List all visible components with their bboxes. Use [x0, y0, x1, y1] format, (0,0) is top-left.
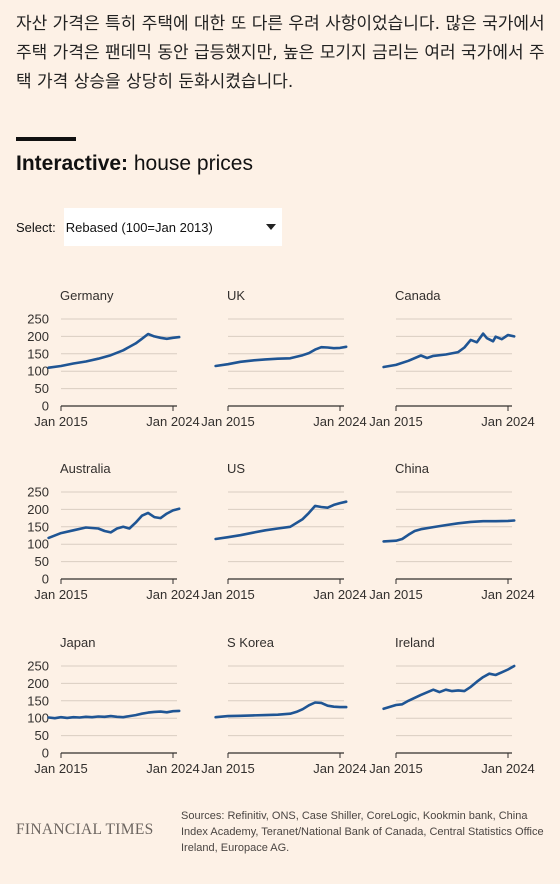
- series-line-ireland: [382, 664, 516, 711]
- x-tick-label: Jan 2024: [481, 587, 535, 602]
- x-tick-label: Jan 2015: [369, 587, 423, 602]
- series-line-canada: [382, 332, 516, 369]
- chart-title: Canada: [395, 288, 441, 303]
- chart-uk: UK Jan 2015 Jan 2024: [201, 288, 367, 429]
- y-tick-label: 250: [27, 659, 49, 674]
- y-tick-label: 200: [27, 676, 49, 691]
- y-tick-label: 200: [27, 329, 49, 344]
- x-tick-label: Jan 2024: [146, 587, 200, 602]
- chart-germany: Germany 0 50 100 150 200 250 Jan 2015 Jan 2024: [27, 288, 199, 429]
- x-tick-label: Jan 2024: [146, 414, 200, 429]
- y-tick-label: 100: [27, 537, 49, 552]
- y-tick-label: 50: [35, 728, 49, 743]
- chart-title: Australia: [60, 461, 111, 476]
- chart-heading: Interactive: house prices: [16, 152, 253, 176]
- chart-title: S Korea: [227, 635, 275, 650]
- x-tick-label: Jan 2024: [313, 414, 367, 429]
- heading-rule: [16, 137, 76, 141]
- x-tick-label: Jan 2024: [313, 761, 367, 776]
- intro-paragraph: 자산 가격은 특히 주택에 대한 또 다른 우려 사항이었습니다. 많은 국가에…: [16, 14, 545, 92]
- chart-australia: Australia 0 50 100 150 200 250 Jan 2015 Jan 2024: [27, 461, 199, 602]
- chart-ireland: Ireland Jan 2015 Jan 2024: [369, 635, 535, 776]
- sources-text: Sources: Refinitiv, ONS, Case Shiller, C…: [181, 810, 544, 854]
- chart-s-korea: S Korea Jan 2015 Jan 2024: [201, 635, 367, 776]
- series-line-australia: [47, 507, 181, 540]
- x-tick-label: Jan 2015: [369, 761, 423, 776]
- chart-china: China Jan 2015 Jan 2024: [369, 461, 535, 602]
- y-tick-label: 0: [42, 572, 49, 587]
- x-tick-label: Jan 2015: [201, 761, 255, 776]
- y-tick-label: 150: [27, 519, 49, 534]
- heading-bold: Interactive:: [16, 152, 129, 175]
- x-tick-label: Jan 2015: [369, 414, 423, 429]
- series-line-uk: [214, 345, 348, 368]
- y-tick-label: 100: [27, 711, 49, 726]
- series-line-china: [382, 519, 516, 543]
- chart-us: US Jan 2015 Jan 2024: [201, 461, 367, 602]
- y-tick-label: 150: [27, 693, 49, 708]
- y-tick-label: 0: [42, 746, 49, 761]
- chevron-down-icon: [265, 224, 276, 230]
- y-tick-label: 100: [27, 364, 49, 379]
- x-tick-label: Jan 2024: [313, 587, 367, 602]
- heading-rest: house prices: [128, 152, 253, 175]
- series-line-s-korea: [214, 701, 348, 719]
- chart-title: Ireland: [395, 635, 435, 650]
- ft-logo: FINANCIAL TIMES: [16, 821, 154, 838]
- x-tick-label: Jan 2024: [146, 761, 200, 776]
- x-tick-label: Jan 2015: [201, 587, 255, 602]
- y-tick-label: 50: [35, 381, 49, 396]
- chart-title: UK: [227, 288, 245, 303]
- chart-title: Japan: [60, 635, 95, 650]
- select-value: Rebased (100=Jan 2013): [65, 219, 213, 235]
- select-label: Select:: [16, 219, 56, 235]
- x-tick-label: Jan 2024: [481, 761, 535, 776]
- select-row: Select: Rebased (100=Jan 2013): [16, 208, 282, 246]
- chart-title: Germany: [60, 288, 114, 303]
- chart-title: China: [395, 461, 430, 476]
- y-tick-label: 250: [27, 312, 49, 327]
- chart-title: US: [227, 461, 245, 476]
- x-tick-label: Jan 2015: [34, 761, 88, 776]
- y-tick-label: 50: [35, 554, 49, 569]
- x-tick-label: Jan 2015: [34, 414, 88, 429]
- y-tick-label: 0: [42, 399, 49, 414]
- x-tick-label: Jan 2015: [201, 414, 255, 429]
- rebase-select[interactable]: Rebased (100=Jan 2013): [63, 208, 282, 246]
- chart-canada: Canada Jan 2015 Jan 2024: [369, 288, 535, 429]
- y-tick-label: 200: [27, 502, 49, 517]
- series-line-germany: [47, 332, 181, 369]
- y-tick-label: 150: [27, 346, 49, 361]
- series-line-japan: [47, 709, 181, 720]
- x-tick-label: Jan 2024: [481, 414, 535, 429]
- x-tick-label: Jan 2015: [34, 587, 88, 602]
- series-line-us: [214, 500, 348, 541]
- y-tick-label: 250: [27, 485, 49, 500]
- chart-japan: Japan 0 50 100 150 200 250 Jan 2015 Jan 2024: [27, 635, 199, 776]
